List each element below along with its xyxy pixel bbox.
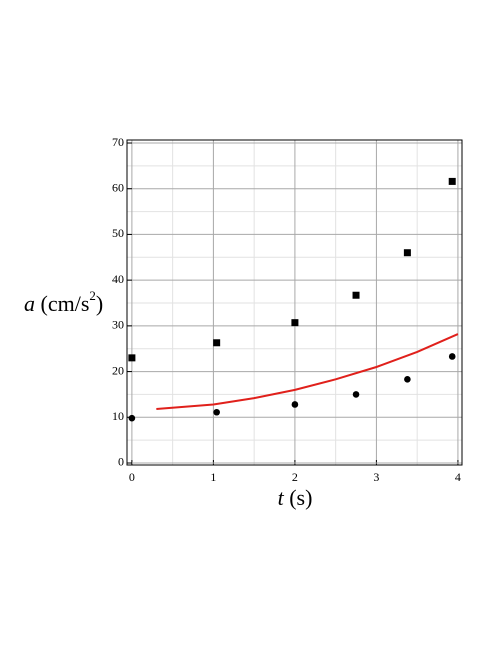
plot-frame bbox=[126, 139, 463, 466]
square-point bbox=[291, 319, 299, 327]
curve bbox=[156, 333, 459, 411]
square-point bbox=[403, 249, 411, 257]
x-tick-label: 2 bbox=[292, 470, 298, 484]
x-label-unit: (s) bbox=[289, 485, 312, 510]
y-tick-label: 50 bbox=[112, 226, 124, 240]
circle-point bbox=[213, 408, 220, 416]
circle-point bbox=[352, 391, 360, 398]
y-tick-label: 10 bbox=[112, 409, 124, 423]
y-tick-label: 70 bbox=[112, 135, 124, 149]
y-label-unit: (cm/s bbox=[41, 291, 90, 316]
y-label-exponent: 2 bbox=[89, 288, 96, 303]
square-point bbox=[352, 291, 360, 299]
x-tick-label: 4 bbox=[455, 470, 461, 484]
square-point bbox=[128, 354, 136, 362]
y-label-close: ) bbox=[96, 291, 103, 316]
y-tick-label: 40 bbox=[112, 272, 124, 286]
x-tick-label: 3 bbox=[373, 470, 379, 484]
y-tick-label: 60 bbox=[112, 180, 124, 194]
circle-point bbox=[128, 414, 136, 422]
circle-point bbox=[291, 401, 299, 408]
circle-point bbox=[404, 376, 411, 383]
square-point bbox=[448, 177, 456, 185]
x-label: t (s) bbox=[278, 485, 313, 510]
y-tick-label: 20 bbox=[112, 363, 124, 377]
x-label-symbol: t bbox=[278, 485, 285, 510]
y-label-symbol: a bbox=[24, 291, 35, 316]
y-tick-label: 30 bbox=[112, 318, 124, 332]
x-tick-label: 1 bbox=[210, 470, 216, 484]
y-label: a (cm/s2) bbox=[24, 288, 103, 316]
square-point bbox=[213, 339, 221, 347]
y-tick-label: 0 bbox=[118, 455, 124, 469]
x-tick-label: 0 bbox=[129, 470, 135, 484]
circle-point bbox=[448, 353, 456, 360]
